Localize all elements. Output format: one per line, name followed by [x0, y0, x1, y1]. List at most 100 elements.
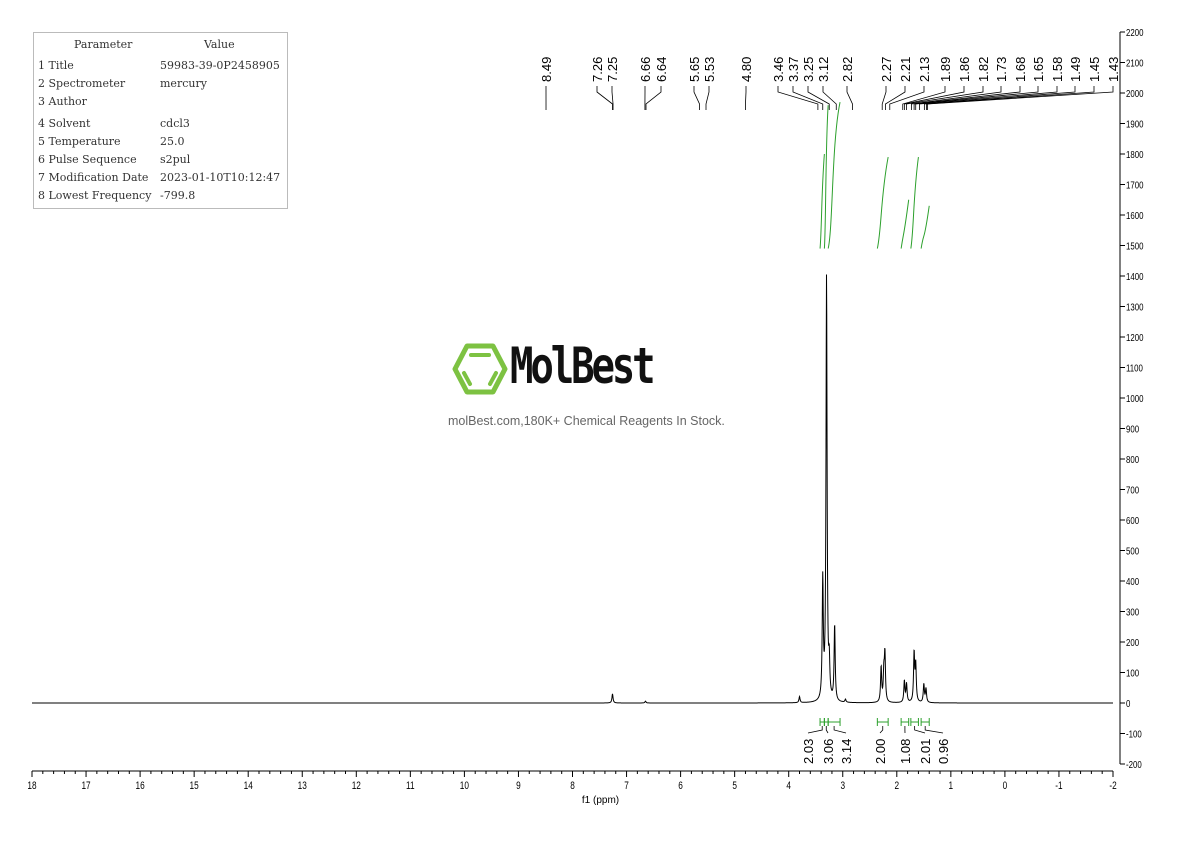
param-key: 8 Lowest Frequency: [38, 189, 152, 202]
x-tick-label: 2: [895, 780, 900, 792]
watermark-tagline: molBest.com,180K+ Chemical Reagents In S…: [448, 414, 725, 428]
param-row: 2 Spectrometer mercury: [34, 77, 287, 93]
x-tick-label: 7: [624, 780, 629, 792]
x-tick-label: 8: [570, 780, 575, 792]
peak-label: 5.53: [702, 57, 717, 82]
peak-label: 3.12: [816, 57, 831, 82]
peak-label-connector: [926, 86, 1095, 110]
integral-curve: [823, 105, 829, 249]
integral-bracket: [910, 718, 919, 726]
peak-label-connector: [611, 86, 614, 110]
param-row: 6 Pulse Sequence s2pul: [34, 153, 287, 169]
peak-label: 1.58: [1050, 57, 1065, 82]
param-key: 3 Author: [38, 95, 87, 108]
param-row: 5 Temperature 25.0: [34, 135, 287, 151]
y-tick-label: 1100: [1126, 362, 1143, 373]
y-tick-label: 800: [1126, 454, 1139, 465]
parameter-table: Parameter Value 1 Title 59983-39-0P245890…: [33, 32, 288, 209]
y-tick-label: 1300: [1126, 301, 1144, 312]
peak-label: 3.46: [771, 57, 786, 82]
y-tick-label: 1900: [1126, 118, 1144, 129]
peak-label-connector: [645, 86, 662, 110]
y-tick-label: 0: [1126, 698, 1130, 709]
x-axis-label: f1 (ppm): [582, 795, 619, 806]
peak-label-connector: [885, 86, 906, 110]
peak-label: 6.66: [638, 57, 653, 82]
peak-label: 3.37: [786, 57, 801, 82]
param-key: 1 Title: [38, 59, 74, 72]
param-value: cdcl3: [160, 117, 190, 130]
y-tick-label: 1400: [1126, 271, 1144, 282]
param-key: 7 Modification Date: [38, 171, 149, 184]
peak-label-connector: [915, 86, 1039, 110]
x-tick-label: 9: [516, 780, 521, 792]
peak-label-connector: [902, 86, 946, 110]
integral-bracket: [920, 718, 930, 726]
peak-label-connector: [910, 86, 1002, 110]
y-tick-label: 1200: [1126, 332, 1144, 343]
integral-value: 3.06: [821, 739, 836, 764]
param-key: 2 Spectrometer: [38, 77, 126, 90]
integral-value: 2.01: [918, 739, 933, 764]
y-tick-label: -200: [1126, 759, 1142, 770]
peak-label: 7.26: [590, 57, 605, 82]
peak-label: 1.86: [957, 57, 972, 82]
integral-curve: [876, 156, 889, 249]
y-tick-label: 400: [1126, 576, 1139, 587]
param-row: 3 Author: [34, 95, 287, 111]
x-tick-label: 0: [1003, 780, 1008, 792]
x-tick-label: 4: [786, 780, 791, 792]
y-tick-label: 2100: [1126, 57, 1144, 68]
x-tick-label: 16: [136, 780, 145, 792]
peak-label-connector: [596, 86, 613, 110]
y-tick-label: -100: [1126, 728, 1142, 739]
y-tick-label: 1800: [1126, 149, 1144, 160]
y-tick-label: 2200: [1126, 27, 1144, 38]
x-tick-label: 5: [732, 780, 737, 792]
param-value: -799.8: [160, 189, 196, 202]
y-tick-label: 500: [1126, 545, 1139, 556]
integral-connector: [924, 726, 944, 734]
peak-label-connector: [913, 86, 1021, 110]
integral-bracket: [900, 718, 910, 726]
integral-curve: [910, 156, 919, 249]
peak-label-connector: [792, 86, 824, 110]
peak-label-connector: [846, 86, 853, 110]
y-tick-label: 300: [1126, 606, 1139, 617]
x-tick-label: 11: [406, 780, 415, 792]
integral-curve: [900, 199, 910, 249]
param-key: 6 Pulse Sequence: [38, 153, 137, 166]
integral-value: 1.08: [898, 739, 913, 764]
integral-connector: [833, 726, 847, 734]
param-row: 1 Title 59983-39-0P2458905: [34, 59, 287, 75]
peak-label: 1.45: [1087, 57, 1102, 82]
param-value: mercury: [160, 77, 207, 90]
peak-label-connector: [807, 86, 830, 110]
integral-value: 3.14: [839, 739, 854, 764]
peak-label-connector: [927, 86, 1114, 110]
peak-label: 2.21: [898, 57, 913, 82]
integral-value: 2.03: [801, 739, 816, 764]
param-key: 4 Solvent: [38, 117, 91, 130]
integral-bracket: [819, 718, 825, 726]
x-tick-label: 1: [949, 780, 954, 792]
integral-value: 2.00: [873, 739, 888, 764]
integral-curve: [827, 102, 841, 249]
peak-label: 1.82: [976, 57, 991, 82]
peak-label: 5.65: [687, 57, 702, 82]
peak-label-connector: [923, 86, 1076, 110]
y-tick-label: 600: [1126, 515, 1139, 526]
param-row: 8 Lowest Frequency -799.8: [34, 189, 287, 205]
brand-name: MolBest: [510, 337, 656, 395]
x-tick-label: 10: [460, 780, 470, 792]
peak-label: 1.49: [1068, 57, 1083, 82]
peak-label: 6.64: [654, 57, 669, 82]
param-value: 59983-39-0P2458905: [160, 59, 280, 72]
integral-connector: [807, 726, 823, 734]
integral-connector: [825, 726, 829, 734]
x-tick-label: -2: [1109, 780, 1116, 792]
integral-curve: [819, 153, 825, 249]
peak-label: 2.27: [879, 57, 894, 82]
peak-label-connector: [777, 86, 819, 110]
